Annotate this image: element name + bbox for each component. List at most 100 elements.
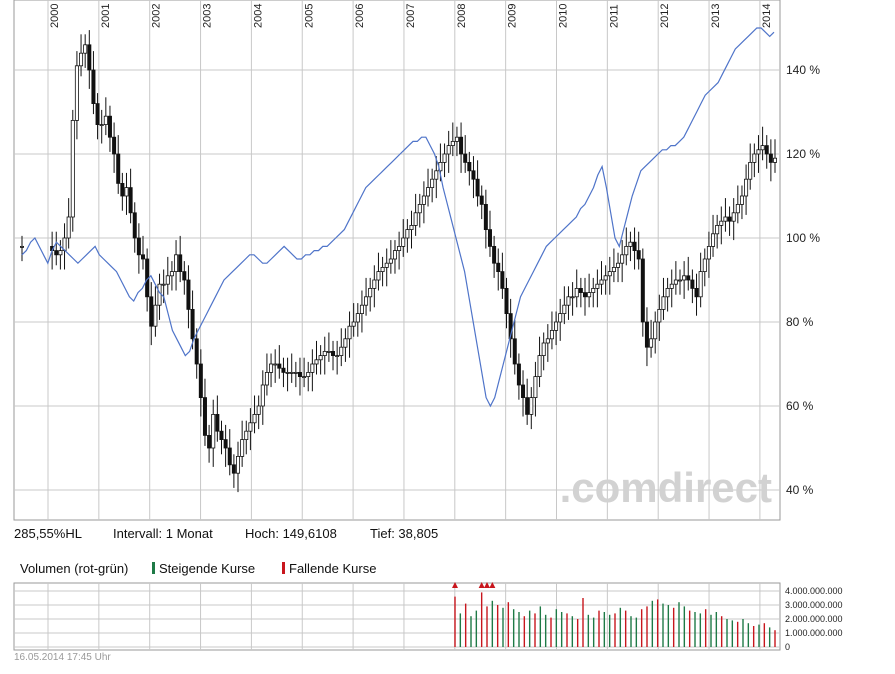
candle-body xyxy=(653,321,658,340)
candle-body xyxy=(339,346,344,357)
candle-body xyxy=(74,65,79,121)
candle-body xyxy=(58,250,63,256)
y-tick-label: 60 % xyxy=(786,399,814,413)
candle-body xyxy=(141,254,146,260)
x-tick-label: 2010 xyxy=(558,4,570,28)
x-tick-label: 2003 xyxy=(202,4,214,28)
candle-body xyxy=(116,153,121,184)
candle-body xyxy=(624,245,629,256)
high-label: Hoch: 149,6108 xyxy=(245,526,337,541)
candle-body xyxy=(661,296,666,310)
candle-body xyxy=(132,212,137,239)
candle-body xyxy=(582,292,587,298)
candles-group xyxy=(19,30,778,493)
candle-body xyxy=(430,178,435,188)
candle-body xyxy=(719,220,724,226)
candle-body xyxy=(161,283,166,286)
volume-title: Volumen (rot-grün) xyxy=(20,561,129,576)
candle-body xyxy=(686,275,691,281)
candle-body xyxy=(636,250,641,260)
candle-body xyxy=(174,254,179,273)
candle-body xyxy=(335,355,340,358)
candle-body xyxy=(421,195,426,205)
candle-body xyxy=(690,279,695,289)
y-tick-label: 100 % xyxy=(786,231,820,245)
x-tick-label: 2013 xyxy=(710,4,722,28)
candle-body xyxy=(236,455,241,474)
candle-body xyxy=(496,262,501,273)
candle-body xyxy=(182,271,187,281)
candle-body xyxy=(103,115,108,125)
candle-body xyxy=(194,338,199,365)
candle-body xyxy=(293,371,298,374)
x-tick-label: 2007 xyxy=(405,4,417,28)
candle-body xyxy=(434,170,439,180)
y-tick-label: 120 % xyxy=(786,147,820,161)
candle-body xyxy=(87,44,92,71)
candle-body xyxy=(388,258,393,264)
volume-y-tick-label: 1.000.000.000 xyxy=(785,628,843,638)
candle-body xyxy=(723,216,728,222)
candle-body xyxy=(190,308,195,340)
candle-body xyxy=(215,413,220,432)
candle-body xyxy=(314,359,319,365)
candle-body xyxy=(157,283,162,306)
candle-body xyxy=(260,384,265,407)
candle-body xyxy=(318,355,323,361)
x-tick-label: 2005 xyxy=(303,4,315,28)
candle-body xyxy=(632,241,637,251)
candle-body xyxy=(587,292,592,298)
candle-body xyxy=(136,237,141,256)
candle-body xyxy=(744,178,749,197)
candle-body xyxy=(231,464,236,474)
candle-body xyxy=(644,321,649,348)
x-tick-label: 2002 xyxy=(151,4,163,28)
candle-body xyxy=(603,275,608,281)
candle-body xyxy=(727,216,732,222)
candle-body xyxy=(285,371,290,374)
candle-body xyxy=(297,371,302,377)
candle-body xyxy=(673,279,678,285)
candle-body xyxy=(504,287,509,314)
candle-body xyxy=(694,287,699,298)
candle-body xyxy=(508,313,513,340)
candle-body xyxy=(397,245,402,251)
candle-body xyxy=(83,44,88,54)
candle-body xyxy=(698,271,703,298)
candle-body xyxy=(426,187,431,197)
candle-body xyxy=(487,229,492,247)
candle-body xyxy=(322,350,327,356)
candle-body xyxy=(153,304,158,327)
candle-body xyxy=(248,422,253,432)
candle-body xyxy=(66,216,71,239)
candle-body xyxy=(273,363,278,366)
candle-body xyxy=(764,145,769,155)
candle-body xyxy=(558,313,563,323)
candle-body xyxy=(475,178,480,197)
candle-body xyxy=(611,266,616,272)
candle-body xyxy=(529,397,534,415)
candle-body xyxy=(640,258,645,323)
candle-body xyxy=(359,304,364,315)
candle-body xyxy=(578,287,583,293)
candle-body xyxy=(748,161,753,180)
candle-body xyxy=(269,363,274,373)
candle-body xyxy=(566,296,571,306)
candle-body xyxy=(549,329,554,340)
candle-body xyxy=(450,140,455,146)
candle-body xyxy=(79,52,84,67)
candle-body xyxy=(537,355,542,378)
candle-body xyxy=(256,405,261,415)
candle-body xyxy=(227,447,232,466)
candle-body xyxy=(128,187,133,214)
candle-body xyxy=(223,439,228,449)
candle-body xyxy=(384,262,389,268)
candle-body xyxy=(91,69,96,104)
candle-body xyxy=(492,245,497,264)
change-label: 285,55%HL xyxy=(14,526,82,541)
candle-body xyxy=(525,397,530,415)
candle-body xyxy=(773,157,778,163)
x-tick-label: 2001 xyxy=(100,4,112,28)
watermark-logo: .comdirect xyxy=(560,464,772,511)
